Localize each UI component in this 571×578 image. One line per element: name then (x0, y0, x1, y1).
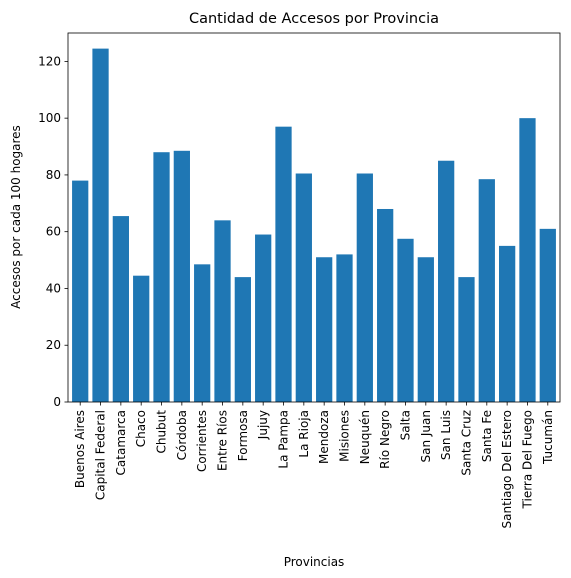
bar-santa-cruz (458, 277, 475, 402)
x-tick-label: Jujuy (256, 410, 270, 440)
x-tick-label: Chubut (155, 410, 169, 454)
bar-salta (397, 238, 414, 402)
x-tick-label: Catamarca (114, 410, 128, 475)
x-tick-label: La Pampa (277, 410, 291, 469)
y-axis: 0 20 40 60 80 100 120 (38, 54, 68, 409)
x-tick-label: Tucumán (541, 410, 555, 465)
bar-mendoza (316, 257, 333, 402)
x-tick-label: Corrientes (195, 410, 209, 472)
x-axis-label: Provincias (284, 555, 345, 569)
bar-neuquén (356, 173, 373, 402)
bar-la-pampa (275, 126, 292, 403)
y-tick-label: 80 (46, 168, 61, 182)
bar-santa-fe (478, 179, 495, 402)
x-tick-label: Río Negro (378, 410, 392, 469)
bar-río-negro (377, 208, 394, 402)
y-tick-label: 40 (46, 281, 61, 295)
bar-corrientes (194, 264, 211, 402)
bars-group (72, 48, 556, 403)
bar-san-luis (438, 160, 455, 402)
x-tick-label: Mendoza (317, 410, 331, 464)
bar-córdoba (173, 150, 190, 402)
bar-san-juan (417, 257, 434, 402)
bar-catamarca (112, 216, 129, 402)
x-tick-label: Chaco (134, 410, 148, 447)
x-tick-label: Santa Cruz (459, 410, 473, 476)
bar-jujuy (255, 234, 272, 402)
x-tick-label: Formosa (236, 410, 250, 461)
bar-chubut (153, 152, 170, 402)
x-tick-label: Capital Federal (94, 410, 108, 500)
x-tick-label: Santiago Del Estero (500, 410, 514, 528)
x-tick-label: San Juan (419, 410, 433, 463)
bar-buenos-aires (72, 180, 89, 402)
x-tick-label: Santa Fe (480, 410, 494, 462)
y-axis-label: Accesos por cada 100 hogares (9, 125, 23, 309)
x-tick-label: Misiones (337, 410, 351, 462)
x-tick-label: Córdoba (175, 410, 189, 460)
x-tick-label: La Rioja (297, 410, 311, 458)
bar-la-rioja (295, 173, 312, 402)
bar-entre-ríos (214, 220, 231, 402)
x-tick-label: Buenos Aires (73, 410, 87, 488)
y-tick-label: 0 (53, 395, 61, 409)
x-tick-label: Entre Ríos (216, 410, 230, 471)
y-tick-label: 60 (46, 225, 61, 239)
bar-capital-federal (92, 48, 109, 402)
bar-formosa (234, 277, 251, 402)
bar-chaco (133, 275, 150, 402)
bar-tierra-del-fuego (519, 118, 536, 403)
plot-frame (67, 32, 561, 403)
y-tick-label: 20 (46, 338, 61, 352)
x-tick-label: San Luis (439, 410, 453, 460)
x-tick-label: Salta (398, 410, 412, 440)
x-axis: Buenos Aires Capital Federal Catamarca Chac… (73, 402, 555, 528)
chart-title: Cantidad de Accesos por Provincia (189, 11, 439, 27)
bar-misiones (336, 254, 353, 402)
y-tick-label: 120 (38, 54, 61, 68)
y-tick-label: 100 (38, 111, 61, 125)
bar-santiago-del-estero (499, 245, 516, 402)
x-tick-label: Neuquén (358, 410, 372, 464)
bar-tucumán (539, 228, 556, 402)
x-tick-label: Tierra Del Fuego (520, 410, 534, 509)
